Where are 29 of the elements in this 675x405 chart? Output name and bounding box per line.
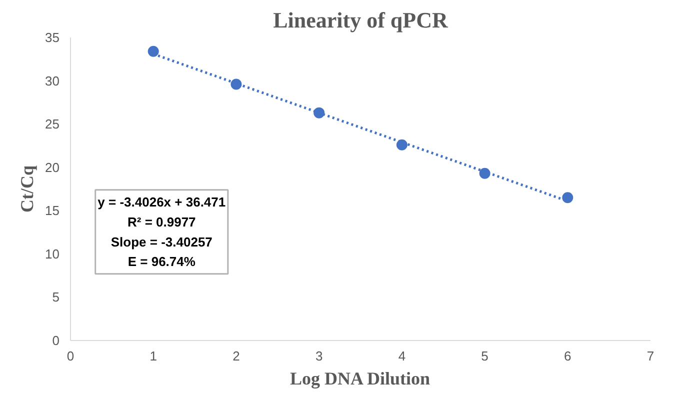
- y-tick-label: 0: [52, 333, 60, 348]
- x-tick-label: 0: [66, 348, 74, 364]
- point: [314, 107, 325, 118]
- y-tick-label: 20: [45, 160, 60, 175]
- y-tick-label: 5: [52, 290, 60, 305]
- y-tick-label: 25: [45, 116, 60, 132]
- x-axis-title: Log DNA Dilution: [290, 368, 430, 388]
- x-tick-label: 3: [315, 348, 323, 364]
- y-axis-title: Ct/Cq: [17, 165, 38, 212]
- annotation: Slope = -3.40257: [110, 234, 212, 250]
- point: [479, 168, 490, 179]
- x-tick-label: 2: [232, 348, 240, 364]
- point: [562, 192, 574, 204]
- y-tick-label: 15: [45, 203, 60, 218]
- annotation: R² = 0.9977: [127, 214, 196, 230]
- y-tick-label: 35: [45, 30, 60, 45]
- annotation: y = -3.4026x + 36.471: [98, 194, 226, 210]
- y-tick-label: 30: [45, 73, 60, 88]
- point: [230, 78, 242, 90]
- chart-title: Linearity of qPCR: [273, 8, 449, 32]
- y-tick-label: 10: [45, 246, 60, 262]
- annotation: E = 96.74%: [128, 254, 196, 270]
- x-tick-label: 5: [481, 348, 488, 364]
- point: [396, 139, 408, 150]
- x-tick-label: 4: [398, 348, 406, 364]
- x-tick-label: 1: [150, 348, 157, 364]
- point: [148, 46, 159, 57]
- x-tick-label: 6: [564, 348, 572, 364]
- x-tick-label: 7: [646, 348, 654, 364]
